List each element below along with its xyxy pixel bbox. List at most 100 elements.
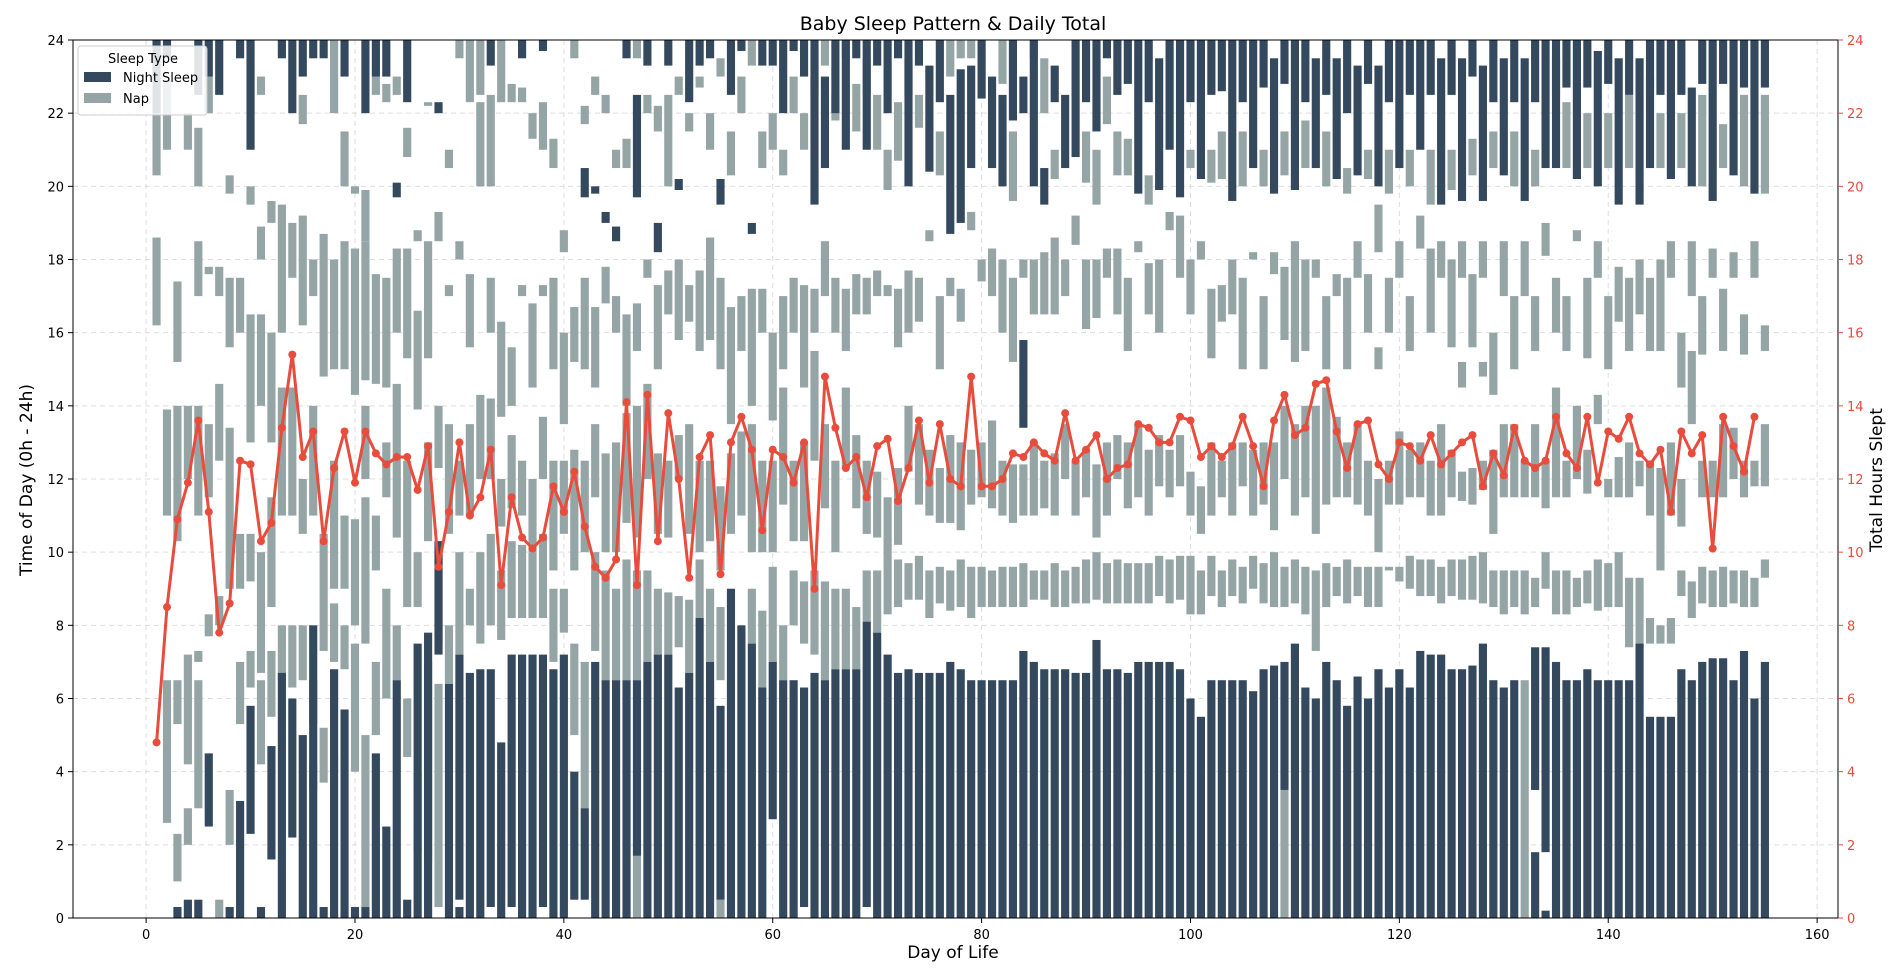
night-sleep-bar xyxy=(862,621,871,908)
total-hours-point xyxy=(914,416,923,425)
night-sleep-bar xyxy=(1363,698,1373,918)
total-hours-point xyxy=(1656,445,1665,454)
nap-bar xyxy=(967,566,976,619)
nap-bar xyxy=(1698,296,1707,355)
night-sleep-bar xyxy=(820,76,830,169)
nap-bar xyxy=(1645,277,1655,351)
total-hours-point xyxy=(215,628,224,637)
night-sleep-bar xyxy=(1572,40,1581,180)
nap-bar xyxy=(601,453,610,553)
night-sleep-bar xyxy=(664,654,673,918)
night-sleep-bar xyxy=(1374,669,1383,918)
nap-bar xyxy=(1061,259,1070,297)
nap-bar xyxy=(946,277,955,297)
y2-tick-label: 0 xyxy=(1847,912,1855,927)
night-sleep-bar xyxy=(1719,658,1728,918)
nap-bar xyxy=(455,460,464,516)
nap-bar xyxy=(1635,259,1644,315)
total-hours-point xyxy=(1019,453,1028,462)
nap-bar xyxy=(1029,570,1038,600)
nap-bar xyxy=(695,76,704,88)
night-sleep-bar xyxy=(1645,716,1655,918)
nap-bar xyxy=(1322,387,1331,505)
night-sleep-bar xyxy=(528,654,537,918)
night-sleep-bar xyxy=(1008,40,1018,121)
night-sleep-bar xyxy=(518,40,527,59)
total-hours-point xyxy=(204,507,213,516)
y2-tick-label: 14 xyxy=(1847,400,1864,415)
night-sleep-bar xyxy=(1123,672,1132,918)
night-sleep-bar xyxy=(518,654,527,918)
nap-bar xyxy=(434,405,443,469)
nap-bar xyxy=(1478,361,1487,377)
nap-bar xyxy=(1050,563,1059,608)
night-sleep-bar xyxy=(967,65,976,169)
total-hours-point xyxy=(1458,438,1467,447)
night-sleep-bar xyxy=(465,672,474,918)
y-tick-label: 20 xyxy=(47,180,64,195)
nap-bar xyxy=(1708,460,1717,498)
nap-bar xyxy=(612,149,621,169)
nap-bar xyxy=(236,533,245,589)
night-sleep-bar xyxy=(361,907,370,918)
nap-bar xyxy=(601,266,610,304)
total-hours-point xyxy=(1572,464,1581,473)
nap-bar xyxy=(1677,570,1686,597)
night-sleep-bar xyxy=(1729,40,1738,176)
nap-bar xyxy=(789,76,798,114)
night-sleep-bar xyxy=(486,40,495,66)
night-sleep-bar xyxy=(330,669,339,918)
y2-tick-label: 24 xyxy=(1847,34,1864,49)
total-hours-point xyxy=(194,416,203,425)
nap-bar xyxy=(1008,131,1018,201)
night-sleep-bar xyxy=(1656,40,1665,95)
night-sleep-bar xyxy=(726,40,736,95)
nap-bar xyxy=(1134,563,1143,604)
nap-bar xyxy=(799,113,809,150)
total-hours-point xyxy=(674,475,683,483)
nap-bar xyxy=(1102,248,1112,278)
total-hours-point xyxy=(403,453,412,462)
nap-bar xyxy=(1604,563,1613,608)
nap-bar xyxy=(1155,555,1164,597)
nap-bar xyxy=(518,87,527,103)
night-sleep-bar xyxy=(1520,58,1529,201)
nap-bar xyxy=(1677,113,1686,169)
nap-bar xyxy=(465,40,474,103)
night-sleep-bar xyxy=(1645,40,1655,169)
nap-bar xyxy=(925,570,934,619)
night-sleep-bar xyxy=(977,680,986,918)
night-sleep-bar xyxy=(1008,680,1018,918)
nap-bar xyxy=(1050,149,1059,180)
nap-bar xyxy=(570,643,579,736)
night-sleep-bar xyxy=(1468,40,1477,77)
nap-bar xyxy=(1322,563,1331,608)
nap-bar xyxy=(350,186,360,194)
night-sleep-bar xyxy=(319,40,328,59)
night-sleep-bar xyxy=(455,654,464,900)
total-hours-point xyxy=(361,427,370,436)
nap-bar xyxy=(779,625,788,681)
nap-bar xyxy=(382,442,391,498)
x-tick-label: 20 xyxy=(347,928,364,943)
night-sleep-bar xyxy=(1238,40,1247,103)
nap-bar xyxy=(267,497,276,608)
nap-bar xyxy=(382,588,391,699)
total-hours-point xyxy=(1113,464,1122,473)
nap-bar xyxy=(1416,442,1425,498)
night-sleep-bar xyxy=(1739,650,1749,918)
night-sleep-bar xyxy=(1384,687,1393,918)
nap-bar xyxy=(893,288,903,348)
nap-bar xyxy=(737,431,746,516)
legend: Sleep Type Night Sleep Nap xyxy=(77,45,208,116)
nap-bar xyxy=(1113,131,1122,176)
nap-bar xyxy=(1290,241,1299,362)
nap-bar xyxy=(465,424,474,516)
nap-bar xyxy=(1238,566,1247,604)
nap-bar xyxy=(277,204,286,333)
y-tick-label: 24 xyxy=(47,34,64,49)
night-sleep-bar xyxy=(1019,650,1028,918)
total-hours-point xyxy=(1531,464,1540,473)
nap-bar xyxy=(653,588,662,655)
nap-bar xyxy=(1238,131,1247,187)
